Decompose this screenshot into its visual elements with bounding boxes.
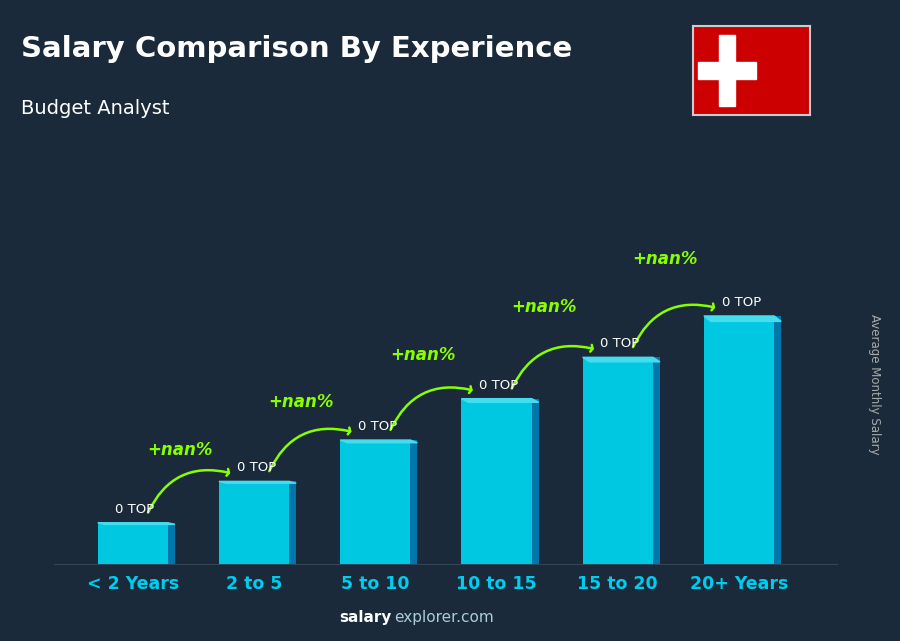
Text: 0 TOP: 0 TOP bbox=[237, 462, 275, 474]
Bar bbox=[410, 440, 418, 564]
Text: 0 TOP: 0 TOP bbox=[600, 337, 640, 351]
Text: 0 TOP: 0 TOP bbox=[115, 503, 155, 516]
Bar bbox=[719, 35, 735, 106]
Text: +nan%: +nan% bbox=[511, 298, 577, 316]
Text: +nan%: +nan% bbox=[633, 251, 698, 269]
Bar bbox=[698, 62, 756, 79]
Polygon shape bbox=[340, 440, 418, 443]
Bar bbox=[704, 316, 774, 564]
Bar bbox=[653, 357, 660, 564]
Bar bbox=[462, 399, 532, 564]
Bar bbox=[97, 522, 168, 564]
Polygon shape bbox=[582, 357, 660, 362]
Text: 0 TOP: 0 TOP bbox=[358, 420, 397, 433]
Text: +nan%: +nan% bbox=[269, 393, 334, 411]
Text: explorer.com: explorer.com bbox=[394, 610, 494, 625]
Bar bbox=[340, 440, 410, 564]
Text: 0 TOP: 0 TOP bbox=[479, 379, 518, 392]
Text: Salary Comparison By Experience: Salary Comparison By Experience bbox=[21, 35, 572, 63]
Polygon shape bbox=[704, 316, 781, 321]
Text: +nan%: +nan% bbox=[148, 440, 213, 458]
Bar bbox=[168, 522, 175, 564]
Text: +nan%: +nan% bbox=[390, 345, 455, 363]
Polygon shape bbox=[219, 481, 296, 483]
Text: Budget Analyst: Budget Analyst bbox=[21, 99, 169, 118]
Text: salary: salary bbox=[339, 610, 392, 625]
Bar bbox=[289, 481, 296, 564]
Polygon shape bbox=[462, 399, 539, 403]
Bar bbox=[774, 316, 781, 564]
Text: 0 TOP: 0 TOP bbox=[722, 296, 760, 309]
Text: Average Monthly Salary: Average Monthly Salary bbox=[868, 314, 881, 455]
Bar bbox=[582, 357, 653, 564]
Polygon shape bbox=[97, 522, 175, 524]
Bar bbox=[532, 399, 539, 564]
Bar bbox=[219, 481, 289, 564]
